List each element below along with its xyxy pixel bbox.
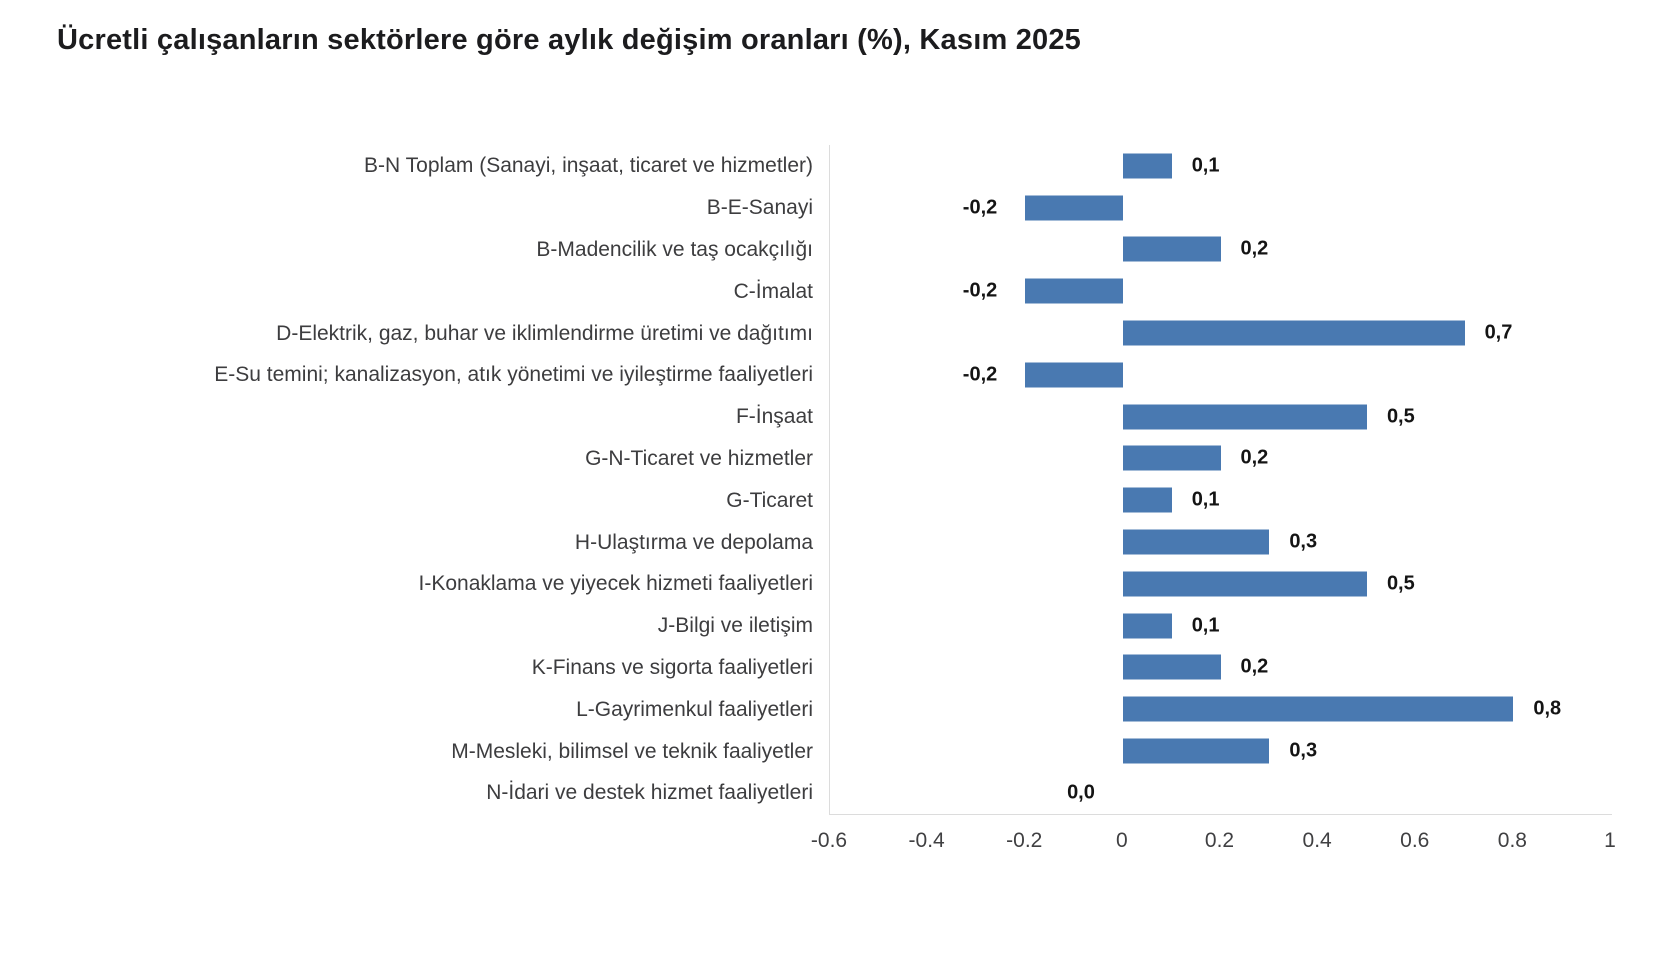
chart-row: N-İdari ve destek hizmet faaliyetleri 0,…: [57, 771, 1617, 814]
x-tick-label: -0.6: [810, 829, 848, 852]
category-label: L-Gayrimenkul faaliyetleri: [576, 697, 813, 721]
x-tick-label: 1: [1604, 829, 1616, 852]
category-label: H-Ulaştırma ve depolama: [574, 530, 813, 554]
chart-row: B-Madencilik ve taş ocakçılığı 0,2: [57, 228, 1617, 271]
x-tick-label: 0.6: [1400, 829, 1430, 852]
x-axis-line: [829, 813, 1612, 815]
category-label: I-Konaklama ve yiyecek hizmeti faaliyetl…: [418, 572, 814, 596]
row-plot-area: -0,2: [829, 353, 1611, 396]
chart-row: E-Su temini; kanalizasyon, atık yönetimi…: [57, 353, 1617, 396]
category-label: J-Bilgi ve iletişim: [657, 614, 813, 638]
bar-chart: B-N Toplam (Sanayi, inşaat, ticaret ve h…: [57, 145, 1617, 852]
value-label: 0,1: [1191, 488, 1220, 511]
x-tick-label: 0.8: [1497, 829, 1527, 852]
chart-row: D-Elektrik, gaz, buhar ve iklimlendirme …: [57, 312, 1617, 354]
chart-rows: B-N Toplam (Sanayi, inşaat, ticaret ve h…: [57, 145, 1617, 814]
value-label: -0,2: [962, 196, 998, 219]
bar: [1122, 738, 1270, 764]
row-plot-area: -0,2: [829, 186, 1611, 229]
row-plot-area: -0,2: [829, 270, 1611, 313]
bar: [1122, 320, 1465, 346]
chart-row: M-Mesleki, bilimsel ve teknik faaliyetle…: [57, 730, 1617, 772]
category-label: B-E-Sanayi: [706, 196, 813, 220]
row-plot-area: 0,2: [829, 437, 1611, 480]
x-tick-label: 0.2: [1204, 829, 1235, 852]
row-plot-area: 0,2: [829, 228, 1611, 271]
row-plot-area: 0,0: [829, 771, 1611, 814]
value-label: 0,3: [1289, 739, 1318, 762]
category-label: D-Elektrik, gaz, buhar ve iklimlendirme …: [276, 321, 813, 345]
chart-row: J-Bilgi ve iletişim 0,1: [57, 604, 1617, 647]
category-label: B-N Toplam (Sanayi, inşaat, ticaret ve h…: [364, 154, 813, 178]
value-label: 0,0: [1067, 781, 1095, 804]
value-label: 0,8: [1533, 697, 1562, 720]
chart-row: B-E-Sanayi -0,2: [57, 186, 1617, 229]
bar: [1025, 278, 1123, 304]
category-label: B-Madencilik ve taş ocakçılığı: [536, 237, 813, 261]
row-plot-area: 0,2: [829, 646, 1611, 689]
chart-row: K-Finans ve sigorta faaliyetleri 0,2: [57, 646, 1617, 689]
chart-row: B-N Toplam (Sanayi, inşaat, ticaret ve h…: [57, 145, 1617, 187]
row-plot-area: 0,5: [829, 562, 1611, 605]
bar: [1122, 445, 1221, 471]
value-label: 0,5: [1386, 405, 1415, 428]
value-label: 0,2: [1240, 237, 1269, 260]
value-label: 0,2: [1240, 655, 1269, 678]
bar: [1122, 487, 1172, 513]
chart-row: F-İnşaat 0,5: [57, 395, 1617, 438]
value-label: 0,2: [1240, 446, 1269, 469]
row-plot-area: 0,8: [829, 688, 1611, 731]
bar: [1122, 529, 1270, 555]
chart-row: H-Ulaştırma ve depolama 0,3: [57, 521, 1617, 563]
category-label: G-Ticaret: [726, 488, 813, 512]
value-label: -0,2: [962, 363, 998, 386]
bar: [1122, 404, 1367, 430]
chart-title: Ücretli çalışanların sektörlere göre ayl…: [57, 24, 1082, 56]
value-label: 0,1: [1191, 154, 1220, 177]
chart-row: C-İmalat -0,2: [57, 270, 1617, 313]
row-plot-area: 0,7: [829, 312, 1611, 354]
x-axis-tick-labels: -0.6 -0.4 -0.2 0 0.2 0.4 0.6 0.8 1: [811, 829, 1616, 869]
category-label: E-Su temini; kanalizasyon, atık yönetimi…: [214, 363, 813, 387]
row-plot-area: 0,1: [829, 145, 1611, 187]
chart-row: G-Ticaret 0,1: [57, 479, 1617, 522]
bar: [1025, 195, 1123, 221]
category-label: C-İmalat: [733, 279, 813, 303]
category-label: F-İnşaat: [735, 405, 813, 429]
x-tick-label: 0: [1116, 829, 1128, 852]
bar: [1122, 696, 1514, 722]
value-label: 0,5: [1386, 572, 1415, 595]
chart-row: I-Konaklama ve yiyecek hizmeti faaliyetl…: [57, 562, 1617, 605]
chart-row: G-N-Ticaret ve hizmetler 0,2: [57, 437, 1617, 480]
value-label: 0,1: [1191, 614, 1220, 637]
bar: [1122, 613, 1172, 639]
bar: [1025, 362, 1123, 388]
bar: [1122, 236, 1221, 262]
row-plot-area: 0,3: [829, 730, 1611, 772]
value-label: -0,2: [962, 279, 998, 302]
value-label: 0,3: [1289, 530, 1318, 553]
bar: [1122, 153, 1172, 179]
category-label: N-İdari ve destek hizmet faaliyetleri: [486, 781, 813, 805]
category-label: M-Mesleki, bilimsel ve teknik faaliyetle…: [451, 739, 813, 763]
bar: [1122, 571, 1367, 597]
chart-row: L-Gayrimenkul faaliyetleri 0,8: [57, 688, 1617, 731]
bar: [1122, 654, 1221, 680]
row-plot-area: 0,1: [829, 479, 1611, 522]
row-plot-area: 0,1: [829, 604, 1611, 647]
x-tick-label: -0.4: [908, 829, 945, 852]
row-plot-area: 0,3: [829, 521, 1611, 563]
value-label: 0,7: [1484, 321, 1513, 344]
category-label: K-Finans ve sigorta faaliyetleri: [531, 655, 813, 679]
row-plot-area: 0,5: [829, 395, 1611, 438]
x-tick-label: 0.4: [1302, 829, 1332, 852]
category-label: G-N-Ticaret ve hizmetler: [585, 446, 813, 470]
x-tick-label: -0.2: [1006, 829, 1043, 852]
